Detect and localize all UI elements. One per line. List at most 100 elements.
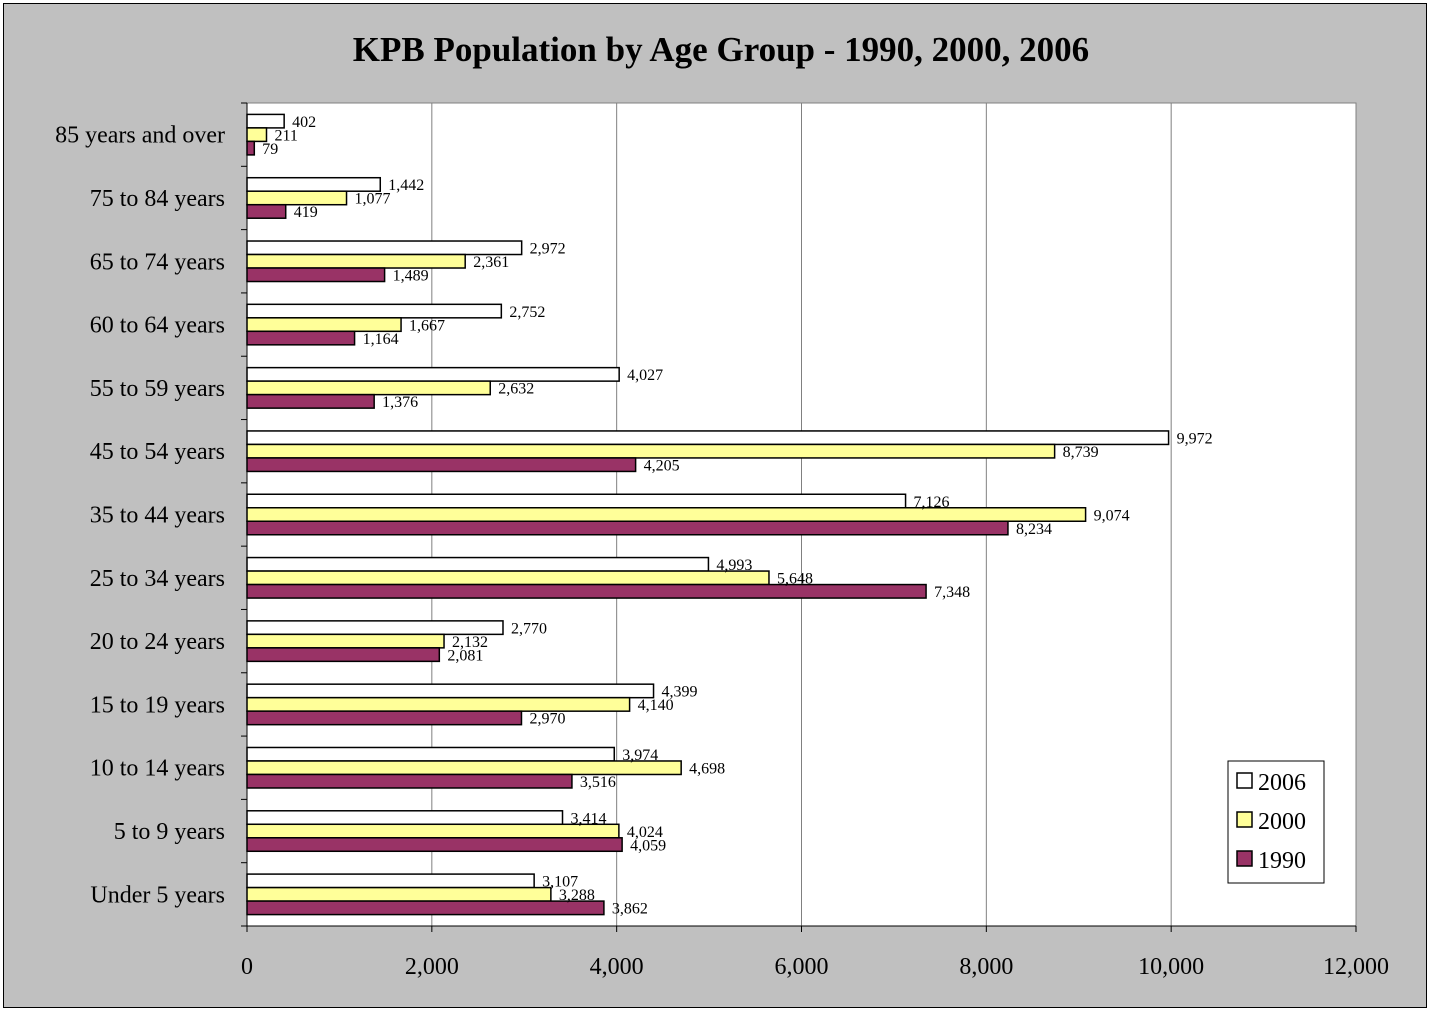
category-label-35-to-44-years: 35 to 44 years bbox=[90, 503, 225, 529]
data-label-1990-5-to-9-years: 4,059 bbox=[630, 837, 666, 854]
bar-2006-under-5-years bbox=[246, 873, 535, 889]
bar-2006-15-to-19-years bbox=[246, 683, 655, 699]
x-tick-label: 6,000 bbox=[775, 954, 829, 980]
legend: 2006 2000 1990 bbox=[1227, 760, 1325, 884]
bar-2006-45-to-54-years bbox=[246, 430, 1170, 446]
data-label-2006-25-to-34-years: 4,993 bbox=[716, 557, 752, 574]
category-label-5-to-9-years: 5 to 9 years bbox=[114, 819, 225, 845]
bar-2000-10-to-14-years bbox=[246, 760, 682, 776]
bar-2000-25-to-34-years bbox=[246, 570, 770, 586]
data-label-2000-35-to-44-years: 9,074 bbox=[1094, 507, 1130, 524]
bar-1990-55-to-59-years bbox=[246, 393, 375, 409]
category-label-45-to-54-years: 45 to 54 years bbox=[90, 439, 225, 465]
legend-swatch-2000 bbox=[1236, 811, 1253, 828]
category-label-65-to-74-years: 65 to 74 years bbox=[90, 249, 225, 275]
data-label-2000-5-to-9-years: 4,024 bbox=[627, 824, 663, 841]
bar-2000-20-to-24-years bbox=[246, 633, 445, 649]
category-label-15-to-19-years: 15 to 19 years bbox=[90, 692, 225, 718]
data-label-2006-60-to-64-years: 2,752 bbox=[509, 304, 545, 321]
bar-2006-65-to-74-years bbox=[246, 240, 523, 256]
data-label-2000-75-to-84-years: 1,077 bbox=[355, 191, 391, 208]
bar-1990-5-to-9-years bbox=[246, 837, 623, 853]
bar-2006-55-to-59-years bbox=[246, 366, 620, 382]
bar-2000-75-to-84-years bbox=[246, 190, 348, 206]
data-label-2006-15-to-19-years: 4,399 bbox=[662, 684, 698, 701]
legend-swatch-1990 bbox=[1236, 850, 1253, 867]
category-label-25-to-34-years: 25 to 34 years bbox=[90, 566, 225, 592]
bar-1990-20-to-24-years bbox=[246, 647, 441, 663]
legend-label-2000: 2000 bbox=[1258, 809, 1306, 835]
chart-title: KPB Population by Age Group - 1990, 2000… bbox=[353, 30, 1089, 69]
bar-2000-under-5-years bbox=[246, 886, 552, 902]
data-label-1990-45-to-54-years: 4,205 bbox=[644, 457, 680, 474]
data-label-2006-65-to-74-years: 2,972 bbox=[530, 241, 566, 258]
bar-2000-35-to-44-years bbox=[246, 507, 1087, 522]
bar-2006-85-years-and-over bbox=[246, 113, 285, 129]
bar-2000-5-to-9-years bbox=[246, 823, 620, 839]
legend-label-2006: 2006 bbox=[1258, 770, 1306, 796]
bar-2000-45-to-54-years bbox=[246, 443, 1056, 459]
category-label-75-to-84-years: 75 to 84 years bbox=[90, 186, 225, 212]
category-label-55-to-59-years: 55 to 59 years bbox=[90, 376, 225, 402]
data-label-2000-10-to-14-years: 4,698 bbox=[689, 760, 725, 777]
bar-2006-75-to-84-years bbox=[246, 176, 382, 192]
category-label-10-to-14-years: 10 to 14 years bbox=[90, 756, 225, 782]
data-label-2000-65-to-74-years: 2,361 bbox=[473, 254, 509, 271]
bar-2000-15-to-19-years bbox=[246, 696, 631, 712]
legend-label-1990: 1990 bbox=[1258, 848, 1306, 874]
category-label-85-years-and-over: 85 years and over bbox=[55, 123, 225, 149]
bar-2006-35-to-44-years bbox=[246, 493, 907, 509]
data-label-2006-35-to-44-years: 7,126 bbox=[914, 494, 950, 511]
data-label-2006-45-to-54-years: 9,972 bbox=[1177, 430, 1213, 447]
bar-2000-60-to-64-years bbox=[246, 317, 402, 333]
data-label-2000-under-5-years: 3,288 bbox=[559, 887, 595, 904]
data-label-2000-55-to-59-years: 2,632 bbox=[498, 381, 534, 398]
data-label-2006-85-years-and-over: 402 bbox=[292, 114, 316, 131]
category-label-60-to-64-years: 60 to 64 years bbox=[90, 313, 225, 339]
data-label-1990-10-to-14-years: 3,516 bbox=[580, 774, 616, 791]
x-tick-label: 12,000 bbox=[1323, 954, 1389, 980]
bar-1990-75-to-84-years bbox=[246, 203, 287, 219]
x-tick-label: 8,000 bbox=[959, 954, 1013, 980]
data-label-1990-55-to-59-years: 1,376 bbox=[382, 394, 418, 411]
data-label-2000-25-to-34-years: 5,648 bbox=[777, 571, 813, 588]
bar-1990-60-to-64-years bbox=[246, 330, 356, 346]
bar-1990-25-to-34-years bbox=[246, 583, 927, 599]
bar-1990-15-to-19-years bbox=[246, 710, 523, 726]
category-label-under-5-years: Under 5 years bbox=[90, 882, 225, 908]
data-label-2000-60-to-64-years: 1,667 bbox=[409, 317, 445, 334]
legend-swatch-2006 bbox=[1236, 772, 1253, 789]
data-label-2006-55-to-59-years: 4,027 bbox=[627, 367, 663, 384]
data-label-1990-15-to-19-years: 2,970 bbox=[529, 711, 565, 728]
x-tick-label: 2,000 bbox=[405, 954, 459, 980]
x-tick-label: 0 bbox=[241, 954, 253, 980]
bar-2006-10-to-14-years bbox=[246, 746, 616, 762]
bar-2000-55-to-59-years bbox=[246, 380, 491, 396]
bar-1990-35-to-44-years bbox=[246, 520, 1009, 536]
data-label-2006-20-to-24-years: 2,770 bbox=[511, 620, 547, 637]
axes: 0 2,000 4,000 6,000 8,000 10,000 12,000 85 year… bbox=[55, 102, 1389, 980]
category-label-20-to-24-years: 20 to 24 years bbox=[90, 629, 225, 655]
bar-2000-65-to-74-years bbox=[246, 253, 466, 269]
data-label-1990-25-to-34-years: 7,348 bbox=[934, 584, 970, 601]
bar-2006-60-to-64-years bbox=[246, 303, 503, 319]
data-label-2006-10-to-14-years: 3,974 bbox=[622, 747, 658, 764]
bar-1990-under-5-years bbox=[246, 900, 605, 916]
bar-2006-20-to-24-years bbox=[246, 620, 504, 636]
data-label-2000-15-to-19-years: 4,140 bbox=[638, 697, 674, 714]
bar-2006-5-to-9-years bbox=[246, 810, 564, 826]
bar-2006-25-to-34-years bbox=[246, 556, 710, 572]
data-label-1990-65-to-74-years: 1,489 bbox=[393, 268, 429, 285]
data-label-1990-20-to-24-years: 2,081 bbox=[447, 647, 483, 664]
data-label-1990-60-to-64-years: 1,164 bbox=[363, 331, 399, 348]
data-label-1990-35-to-44-years: 8,234 bbox=[1016, 521, 1052, 538]
data-label-2000-20-to-24-years: 2,132 bbox=[452, 634, 488, 651]
bar-2000-85-years-and-over bbox=[246, 127, 268, 143]
data-label-2006-under-5-years: 3,107 bbox=[542, 874, 578, 891]
bar-1990-85-years-and-over bbox=[246, 140, 256, 156]
data-label-2000-85-years-and-over: 211 bbox=[274, 127, 297, 144]
x-tick-label: 10,000 bbox=[1138, 954, 1204, 980]
data-label-1990-85-years-and-over: 79 bbox=[262, 141, 278, 158]
